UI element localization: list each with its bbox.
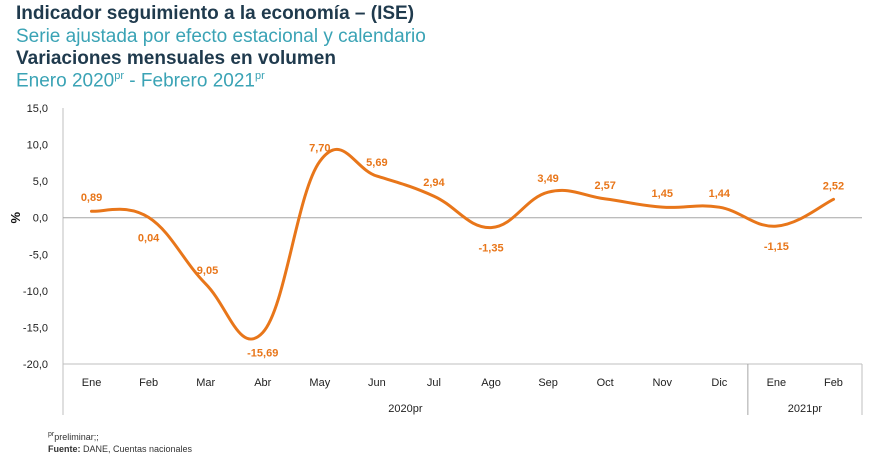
period-separator: -: [124, 70, 141, 92]
chart-period: Enero 2020pr - Febrero 2021pr: [16, 70, 265, 92]
period-start-sup: pr: [114, 70, 125, 82]
y-tick-label: -10,0: [23, 286, 48, 298]
data-label: 1,44: [709, 188, 731, 200]
x-tick-label: Jul: [427, 377, 441, 389]
y-tick-label: 15,0: [27, 103, 48, 115]
data-label: 1,45: [652, 188, 673, 200]
period-end: Febrero 2021: [140, 70, 255, 92]
data-point: [604, 197, 607, 200]
data-point: [375, 175, 378, 178]
y-tick-label: -20,0: [23, 359, 48, 371]
data-label: 0,04: [138, 232, 160, 244]
data-point: [775, 225, 778, 228]
y-tick-label: -15,0: [23, 322, 48, 334]
data-point: [261, 331, 264, 334]
chart-title: Indicador seguimiento a la economía – (I…: [16, 3, 415, 24]
data-label: 5,69: [366, 157, 387, 169]
footnote-sup: pr: [48, 431, 55, 438]
x-tick-label: Feb: [824, 377, 843, 389]
footnote-source: Fuente: DANE, Cuentas nacionales: [48, 444, 192, 454]
source-label: Fuente:: [48, 444, 81, 454]
series-line: [90, 147, 835, 341]
data-point: [90, 210, 93, 213]
x-tick-label: Oct: [597, 377, 614, 389]
x-tick-label: Feb: [139, 377, 158, 389]
source-text: DANE, Cuentas nacionales: [80, 444, 193, 454]
data-point: [661, 206, 664, 209]
y-axis-label: %: [8, 211, 23, 223]
data-label: 2,52: [823, 180, 844, 192]
data-point: [147, 216, 150, 219]
x-tick-label: May: [309, 377, 330, 389]
x-tick-label: Nov: [652, 377, 672, 389]
period-start: Enero 2020: [16, 70, 115, 92]
data-point: [547, 191, 550, 194]
y-tick-label: 5,0: [33, 176, 48, 188]
data-point: [432, 195, 435, 198]
x-tick-label: Sep: [538, 377, 558, 389]
x-tick-label: Mar: [196, 377, 215, 389]
data-point: [204, 282, 207, 285]
chart-title-secondary: Variaciones mensuales en volumen: [16, 48, 336, 69]
data-label: -9,05: [193, 265, 218, 277]
x-tick-label: Ago: [481, 377, 501, 389]
data-label: 2,94: [423, 177, 445, 189]
chart-subtitle: Serie ajustada por efecto estacional y c…: [16, 26, 426, 47]
data-point: [318, 160, 321, 163]
x-tick-label: Dic: [711, 377, 727, 389]
data-label: -1,15: [764, 241, 789, 253]
data-label: 2,57: [594, 180, 615, 192]
data-point: [718, 206, 721, 209]
data-point: [832, 198, 835, 201]
data-label: -1,35: [478, 243, 503, 255]
y-tick-label: -5,0: [29, 249, 48, 261]
x-tick-label: Ene: [767, 377, 787, 389]
footnote-text: preliminar;;: [54, 432, 99, 442]
data-label: 3,49: [537, 173, 558, 185]
x-tick-label: Jun: [368, 377, 386, 389]
footnote-preliminary: prpreliminar;;: [48, 431, 99, 442]
y-tick-label: 0,0: [33, 213, 48, 225]
x-group-label: 2020pr: [388, 403, 423, 415]
data-point: [490, 226, 493, 229]
x-tick-label: Abr: [254, 377, 271, 389]
data-label: 0,89: [81, 192, 102, 204]
data-label: -15,69: [247, 347, 278, 359]
y-tick-label: 10,0: [27, 140, 48, 152]
x-tick-label: Ene: [82, 377, 102, 389]
period-end-sup: pr: [255, 70, 265, 82]
data-label: 7,70: [309, 142, 330, 154]
x-group-label: 2021pr: [788, 403, 823, 415]
